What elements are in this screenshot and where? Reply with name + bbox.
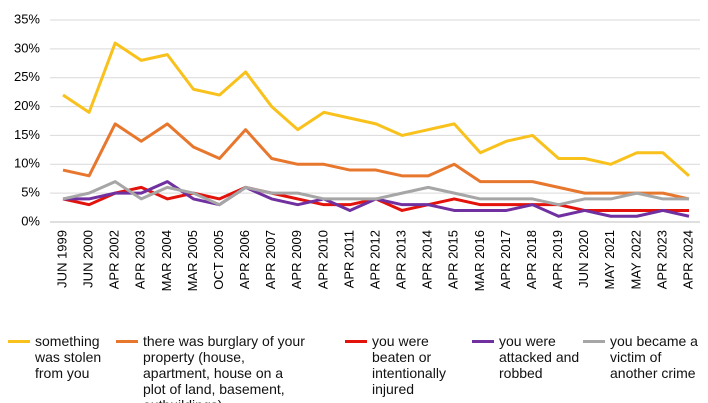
x-tick-label: APR 2013 — [394, 230, 409, 289]
legend-swatch — [116, 340, 138, 343]
y-tick-label: 30% — [14, 40, 40, 55]
y-tick-label: 10% — [14, 156, 40, 171]
x-tick-label: APR 2023 — [654, 230, 669, 289]
y-tick-label: 25% — [14, 69, 40, 84]
y-tick-label: 20% — [14, 98, 40, 113]
x-tick-label: APR 2009 — [289, 230, 304, 289]
x-tick-label: APR 2012 — [367, 230, 382, 289]
x-tick-label: MAR 2005 — [185, 230, 200, 291]
x-tick-label: APR 2015 — [446, 230, 461, 289]
x-tick-label: APR 2018 — [524, 230, 539, 289]
legend-swatch — [472, 340, 494, 343]
legend-label: you were beaten or intentionally injured — [372, 333, 446, 397]
x-tick-label: APR 2002 — [107, 230, 122, 289]
legend-label: you became a victim of another crime — [610, 333, 698, 381]
chart: 0% 5% 10% 15% 20% 25% 30% 35% JUN 1999 JUN 2000 AP… — [14, 11, 700, 291]
x-tick-label: MAY 2021 — [602, 230, 617, 290]
x-tick-label: JUN 2020 — [576, 230, 591, 288]
legend-swatch — [8, 340, 30, 343]
legend-label: there was burglary of your property (hou… — [143, 333, 305, 403]
y-tick-label: 5% — [21, 185, 40, 200]
x-tick-label: APR 2011 — [341, 230, 356, 288]
x-tick-label: APR 2014 — [420, 230, 435, 289]
y-tick-label: 35% — [14, 11, 40, 26]
x-tick-label: MAR 2004 — [159, 230, 174, 291]
y-tick-label: 15% — [14, 127, 40, 142]
x-tick-label: APR 2010 — [315, 230, 330, 289]
x-tick-label: APR 2006 — [237, 230, 252, 289]
x-tick-label: APR 2007 — [263, 230, 278, 289]
y-tick-label: 0% — [21, 213, 40, 228]
legend-swatch — [583, 340, 605, 343]
x-tick-label: MAR 2016 — [472, 230, 487, 291]
x-tick-label: JUN 2000 — [81, 230, 96, 288]
series-line — [62, 41, 690, 177]
x-tick-label: APR 2003 — [133, 230, 148, 289]
x-tick-label: OCT 2005 — [211, 230, 226, 290]
x-tick-label: MAY 2022 — [628, 230, 643, 290]
x-tick-label: APR 2017 — [498, 230, 513, 289]
series-line — [62, 180, 689, 207]
legend-label: you were attacked and robbed — [499, 333, 580, 381]
x-tick-label: JUN 1999 — [54, 230, 69, 288]
x-tick-label: APR 2024 — [680, 230, 695, 289]
legend-label: something was stolen from you — [35, 333, 102, 381]
x-tick-label: APR 2019 — [550, 230, 565, 289]
legend-swatch — [345, 340, 367, 343]
series-line — [62, 122, 690, 201]
